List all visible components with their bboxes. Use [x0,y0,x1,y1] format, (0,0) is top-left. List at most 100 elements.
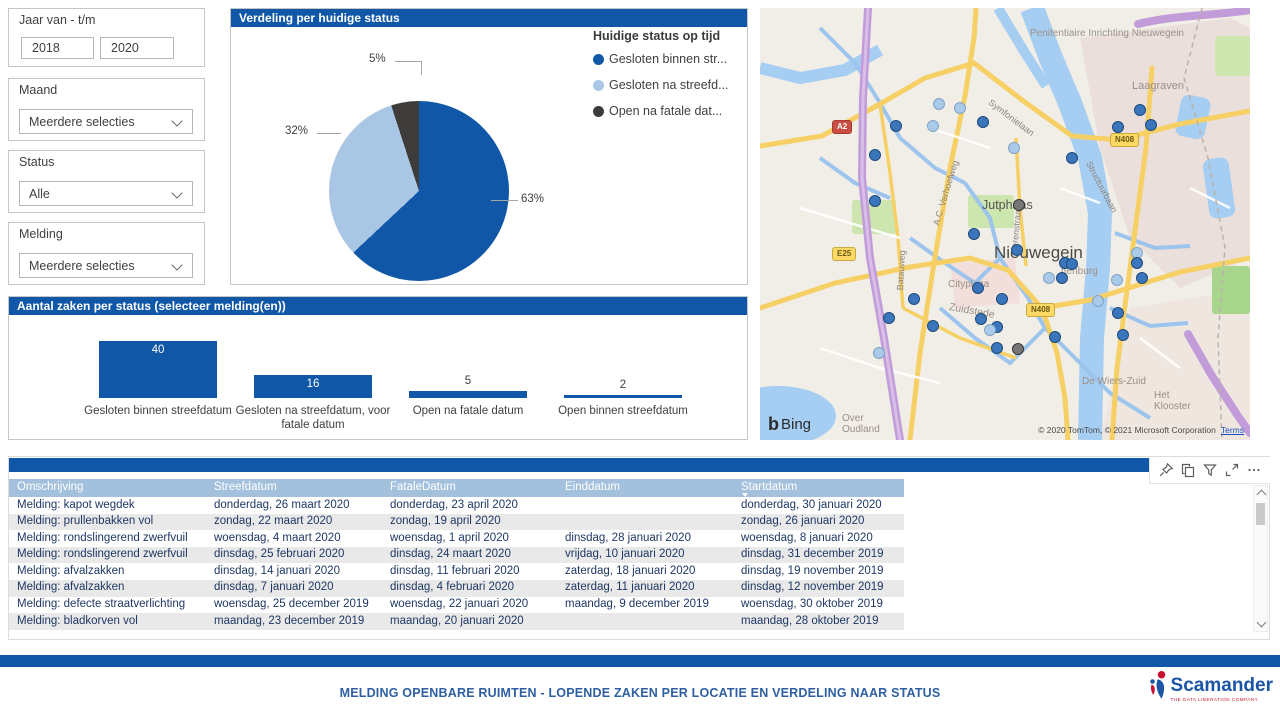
map-dot[interactable] [1012,343,1024,355]
map-dot[interactable] [883,312,895,324]
column-header[interactable]: Startdatum [733,479,904,497]
map-dot[interactable] [1112,307,1124,319]
scrollbar-thumb[interactable] [1256,503,1265,525]
map-dot[interactable] [873,347,885,359]
map-dot[interactable] [1011,244,1023,256]
filter-year-label: Jaar van - t/m [19,13,96,27]
map-dot[interactable] [869,195,881,207]
map-dot[interactable] [954,102,966,114]
legend-item[interactable]: Gesloten na streefd... [593,78,745,92]
melding-dropdown[interactable]: Meerdere selecties [19,253,193,278]
map-dot[interactable] [1111,274,1123,286]
table-scrollbar[interactable] [1253,485,1268,632]
table-title-bar [9,458,1149,472]
more-options-icon[interactable] [1246,462,1262,478]
table-cell: donderdag, 23 april 2020 [390,498,518,511]
pin-icon[interactable] [1158,462,1174,478]
map-dot[interactable] [1117,329,1129,341]
map-dot[interactable] [975,313,987,325]
month-dropdown[interactable]: Meerdere selecties [19,109,193,134]
bar[interactable]: 16 [254,375,372,398]
map-dot[interactable] [991,342,1003,354]
map-dot[interactable] [1136,272,1148,284]
visual-toolbar [1149,457,1270,484]
pie-legend: Huidige status op tijd Gesloten binnen s… [593,29,745,130]
map-dot[interactable] [1049,331,1061,343]
column-header[interactable]: FataleDatum [390,481,456,493]
table-row[interactable]: Melding: afvalzakken dinsdag, 14 januari … [9,563,904,580]
map-dot[interactable] [1066,258,1078,270]
focus-mode-icon[interactable] [1224,462,1240,478]
table-row[interactable]: Melding: bladkorven vol maandag, 23 decem… [9,613,904,630]
map-place-label: Het Klooster [1154,390,1191,412]
map-place-label: Penitentiaire Inrichting Nieuwegein [1030,28,1184,39]
bar[interactable] [564,395,682,398]
leader-line [491,200,518,201]
status-dropdown[interactable]: Alle [19,181,193,206]
table-row[interactable]: Melding: afvalzakken dinsdag, 7 januari 2… [9,579,904,597]
map-dot[interactable] [927,120,939,132]
terms-link[interactable]: Terms [1220,425,1244,435]
table-cell: woensdag, 30 oktober 2019 [741,598,883,611]
map-dot[interactable] [1056,272,1068,284]
scamander-logo: Scamander THE DATA LIBERATION COMPANY [1148,664,1273,716]
column-header[interactable]: Einddatum [565,481,620,493]
table-row[interactable]: Melding: kapot wegdek donderdag, 26 maart… [9,497,904,514]
filter-status-label: Status [19,155,55,169]
legend-item[interactable]: Open na fatale dat... [593,104,745,118]
scroll-up-icon[interactable] [1256,489,1266,500]
month-dropdown-value: Meerdere selecties [29,114,135,129]
table-row[interactable]: Melding: rondslingerend zwerfvuil woensda… [9,530,904,547]
column-header[interactable]: Streefdatum [214,481,277,493]
table-row[interactable]: Melding: prullenbakken vol zondag, 22 maa… [9,513,904,531]
table-row[interactable]: Melding: rondslingerend zwerfvuil dinsdag… [9,546,904,564]
table-cell: Melding: kapot wegdek [17,498,135,511]
filter-icon[interactable] [1202,462,1218,478]
map-dot[interactable] [1112,121,1124,133]
table-cell [557,514,733,531]
bar-category-label: Gesloten binnen streefdatum [84,405,232,417]
map-dot[interactable] [933,98,945,110]
bing-map[interactable]: Penitentiaire Inrichting Nieuwegein Laagr… [760,8,1250,440]
bar-category-label: Open binnen streefdatum [558,405,688,417]
bar-value-label: 2 [619,379,627,391]
chevron-down-icon [171,187,183,199]
map-dot[interactable] [1043,272,1055,284]
road-badge: A2 [832,120,853,134]
map-dot[interactable] [977,116,989,128]
table-cell: dinsdag, 28 januari 2020 [565,531,691,544]
map-dot[interactable] [1013,199,1025,211]
dashboard-title: MELDING OPENBARE RUIMTEN - LOPENDE ZAKEN… [339,686,941,700]
map-dot[interactable] [972,282,984,294]
copy-icon[interactable] [1180,462,1196,478]
map-dot[interactable] [1092,295,1104,307]
legend-item[interactable]: Gesloten binnen str... [593,52,745,66]
column-header[interactable]: Omschrijving [17,481,84,493]
bing-logo[interactable]: b Bing [768,414,811,435]
map-dot[interactable] [890,120,902,132]
legend-title: Huidige status op tijd [593,29,721,43]
map-place-label: Laagraven [1132,80,1184,92]
table-cell: Melding: bladkorven vol [17,614,138,627]
map-dot[interactable] [908,293,920,305]
pie-chart[interactable] [329,101,509,281]
scroll-down-icon[interactable] [1256,617,1266,628]
map-dot[interactable] [968,228,980,240]
table-cell: Melding: prullenbakken vol [17,515,154,528]
year-from-input[interactable]: 2018 [21,37,94,59]
map-dot[interactable] [996,293,1008,305]
bar[interactable] [409,391,527,398]
table-cell: zondag, 26 januari 2020 [741,515,865,528]
map-dot[interactable] [1134,104,1146,116]
year-to-input[interactable]: 2020 [100,37,174,59]
table-cell: dinsdag, 12 november 2019 [741,581,884,594]
map-dot[interactable] [1008,142,1020,154]
bar[interactable]: 40 [99,341,217,398]
map-dot[interactable] [1145,119,1157,131]
map-dot[interactable] [1066,152,1078,164]
map-dot[interactable] [1131,257,1143,269]
map-dot[interactable] [927,320,939,332]
table-row[interactable]: Melding: defecte straatverlichting woensd… [9,597,904,614]
map-dot[interactable] [869,149,881,161]
map-dot[interactable] [984,324,996,336]
